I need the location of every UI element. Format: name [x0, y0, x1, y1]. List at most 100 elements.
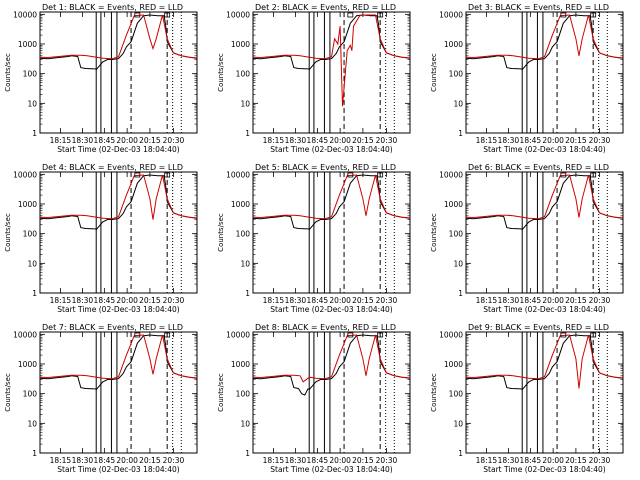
saturation-marker: [590, 12, 597, 18]
y-tick-label: 1: [32, 449, 37, 458]
series-line-events: [465, 334, 624, 390]
x-tick-label: 20:30: [589, 136, 611, 145]
x-tick-label: 20:00: [542, 456, 564, 465]
series-line-lld: [252, 334, 411, 383]
y-axis-label: Counts/sec: [217, 373, 225, 412]
x-tick-label: 18:45: [307, 296, 329, 305]
y-tick-label: 10: [453, 99, 463, 108]
saturation-marker: [164, 332, 171, 338]
detector-panel-5: Det 5: BLACK = Events, RED = LLD 1 10 100 10…: [217, 163, 411, 314]
detector-panel-6: Det 6: BLACK = Events, RED = LLD 1 10 100 10…: [430, 163, 624, 314]
y-tick-label: 1000: [231, 40, 250, 49]
series-line-lld: [252, 174, 411, 220]
saturation-marker: [347, 12, 354, 18]
y-tick-label: 10000: [439, 10, 463, 19]
x-axis-label: Start Time (02-Dec-03 18:04:40): [270, 465, 392, 474]
x-tick-label: 18:45: [307, 136, 329, 145]
x-tick-label: 18:30: [285, 296, 307, 305]
series-line-lld: [252, 14, 411, 107]
x-tick-label: 18:30: [72, 296, 94, 305]
x-tick-label: 20:15: [352, 136, 374, 145]
y-tick-label: 10: [27, 419, 37, 428]
series-line-events: [252, 334, 411, 396]
x-tick-label: 18:30: [498, 296, 520, 305]
x-tick-label: 20:00: [329, 296, 351, 305]
y-tick-label: 100: [236, 230, 251, 239]
y-axis-label: Counts/sec: [4, 213, 12, 252]
x-tick-label: 20:00: [542, 136, 564, 145]
saturation-marker: [347, 332, 354, 338]
y-tick-label: 1000: [18, 360, 37, 369]
detector-panel-4: Det 4: BLACK = Events, RED = LLD 1 10 100 10…: [4, 163, 198, 314]
panel-title: Det 7: BLACK = Events, RED = LLD: [42, 323, 183, 332]
y-axis-label: Counts/sec: [430, 53, 438, 92]
detector-panel-1: Det 1: BLACK = Events, RED = LLD 1 10 100 10…: [4, 3, 198, 154]
y-tick-label: 10: [453, 419, 463, 428]
saturation-marker: [560, 172, 567, 178]
y-tick-label: 1000: [231, 200, 250, 209]
detector-panel-8: Det 8: BLACK = Events, RED = LLD 1 10 100 10…: [217, 323, 411, 474]
saturation-marker: [590, 332, 597, 338]
y-axis-label: Counts/sec: [217, 213, 225, 252]
x-tick-label: 18:30: [285, 136, 307, 145]
x-tick-label: 20:15: [139, 456, 161, 465]
series-line-lld: [465, 174, 624, 220]
y-axis-label: Counts/sec: [4, 373, 12, 412]
y-tick-label: 10: [27, 99, 37, 108]
x-tick-label: 18:15: [263, 136, 285, 145]
saturation-marker: [377, 12, 384, 18]
plot-frame: [39, 331, 198, 454]
series-line-lld: [39, 174, 198, 220]
y-tick-label: 1: [458, 129, 463, 138]
plot-frame: [252, 171, 411, 294]
series-line-events: [252, 174, 411, 230]
x-tick-label: 20:15: [565, 296, 587, 305]
x-axis-label: Start Time (02-Dec-03 18:04:40): [57, 145, 179, 154]
y-tick-label: 10: [453, 259, 463, 268]
x-tick-label: 18:15: [476, 296, 498, 305]
series-line-events: [252, 14, 411, 70]
saturation-marker: [347, 172, 354, 178]
x-axis-label: Start Time (02-Dec-03 18:04:40): [483, 145, 605, 154]
panel-title: Det 6: BLACK = Events, RED = LLD: [468, 163, 609, 172]
series-line-events: [39, 174, 198, 230]
y-tick-label: 1000: [18, 200, 37, 209]
series-line-lld: [39, 334, 198, 380]
saturation-marker: [560, 12, 567, 18]
detector-panel-2: Det 2: BLACK = Events, RED = LLD 1 10 100 10…: [217, 3, 411, 154]
y-tick-label: 1: [32, 289, 37, 298]
x-tick-label: 20:30: [589, 456, 611, 465]
y-tick-label: 10000: [226, 170, 250, 179]
x-tick-label: 20:30: [589, 296, 611, 305]
x-tick-label: 20:30: [376, 456, 398, 465]
x-tick-label: 18:45: [520, 456, 542, 465]
x-tick-label: 20:00: [116, 456, 138, 465]
x-axis-label: Start Time (02-Dec-03 18:04:40): [57, 305, 179, 314]
series-line-events: [39, 14, 198, 70]
series-line-lld: [465, 14, 624, 60]
x-tick-label: 20:30: [376, 296, 398, 305]
panel-title: Det 8: BLACK = Events, RED = LLD: [255, 323, 396, 332]
y-tick-label: 1000: [444, 40, 463, 49]
y-tick-label: 1000: [231, 360, 250, 369]
x-tick-label: 20:00: [329, 136, 351, 145]
plot-frame: [465, 331, 624, 454]
x-tick-label: 20:30: [163, 296, 185, 305]
x-tick-label: 20:30: [163, 456, 185, 465]
x-axis-label: Start Time (02-Dec-03 18:04:40): [483, 305, 605, 314]
x-tick-label: 20:15: [139, 296, 161, 305]
x-axis-label: Start Time (02-Dec-03 18:04:40): [483, 465, 605, 474]
saturation-marker: [377, 172, 384, 178]
x-tick-label: 18:15: [476, 456, 498, 465]
x-tick-label: 18:15: [50, 136, 72, 145]
y-tick-label: 10000: [226, 330, 250, 339]
y-tick-label: 10000: [226, 10, 250, 19]
saturation-marker: [134, 332, 141, 338]
plot-frame: [39, 11, 198, 134]
x-tick-label: 20:15: [352, 456, 374, 465]
x-tick-label: 18:30: [285, 456, 307, 465]
x-tick-label: 18:15: [50, 296, 72, 305]
x-tick-label: 20:15: [352, 296, 374, 305]
x-axis-label: Start Time (02-Dec-03 18:04:40): [270, 145, 392, 154]
